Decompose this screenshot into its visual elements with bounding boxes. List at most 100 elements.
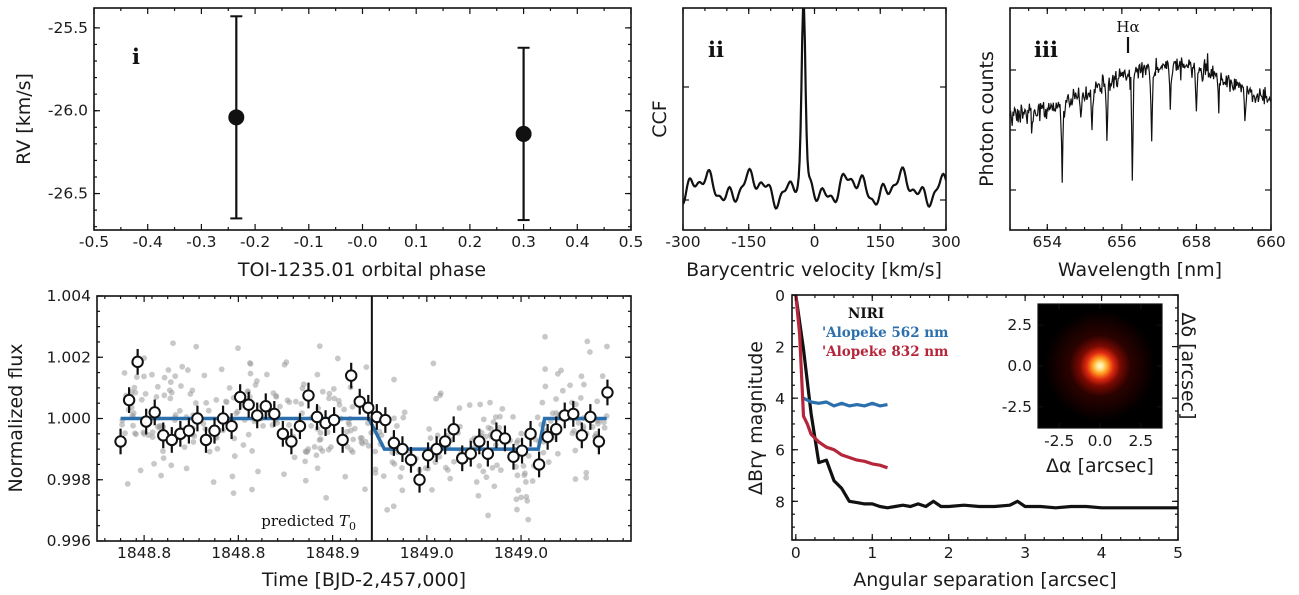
lc-raw-point	[475, 492, 482, 499]
lc-binned-point	[233, 390, 247, 404]
lc-binned-point	[379, 413, 392, 427]
lc-raw-point	[331, 395, 338, 402]
spectrum-y-axis-label: Photon counts	[976, 51, 998, 187]
contrast-x-tick-label: 3	[1020, 544, 1030, 562]
lc-raw-point	[483, 474, 490, 481]
lc-binned-point	[165, 433, 179, 447]
lc-raw-point	[349, 403, 356, 410]
lc-binned-point	[447, 423, 460, 436]
inset-x-tick-label: 0.0	[1088, 432, 1113, 450]
lc-raw-point	[496, 424, 503, 431]
lc-raw-point	[477, 401, 484, 408]
ccf-x-tick-label: -300	[665, 233, 700, 251]
lc-binned-point	[387, 436, 401, 450]
contrast-x-tick-label: 1	[867, 544, 877, 562]
lc-binned-point	[413, 473, 426, 486]
lc-binned-point	[268, 407, 281, 421]
lc-raw-point	[599, 373, 606, 379]
lc-raw-point	[284, 397, 291, 404]
lc-raw-point	[183, 465, 190, 472]
lc-binned-point	[182, 424, 196, 437]
lc-raw-point	[604, 343, 610, 350]
lc-raw-point	[518, 494, 525, 501]
lc-raw-point	[316, 437, 323, 443]
lc-raw-point	[121, 369, 128, 376]
lc-raw-point	[178, 383, 184, 389]
lc-binned-point	[242, 398, 255, 411]
rv-x-axis-label: TOI-1235.01 orbital phase	[237, 259, 486, 281]
lc-raw-point	[165, 367, 172, 373]
lc-raw-point	[529, 478, 536, 484]
lc-raw-point	[153, 393, 160, 400]
lc-raw-point	[391, 415, 397, 422]
lc-raw-point	[522, 479, 529, 485]
lc-raw-point	[539, 399, 546, 406]
lc-raw-point	[249, 486, 255, 493]
lc-raw-point	[138, 396, 145, 403]
rv-x-tick-label: -0.1	[294, 233, 324, 251]
lc-raw-point	[583, 469, 590, 476]
panel-letter-iii: iii	[1034, 37, 1058, 62]
lc-raw-point	[343, 428, 350, 435]
lc-raw-point	[485, 424, 492, 431]
contrast-x-axis-label: Angular separation [arcsec]	[853, 569, 1116, 591]
lc-raw-point	[485, 512, 492, 519]
lc-raw-point	[223, 399, 230, 406]
lc-raw-point	[181, 444, 188, 451]
lc-raw-point	[578, 373, 585, 380]
inset-y-tick-label: -2.5	[1002, 398, 1032, 416]
lc-binned-point	[327, 413, 341, 427]
lc-y-tick-label: 0.996	[47, 532, 91, 550]
rv-x-tick-label: -0.4	[133, 233, 163, 251]
lc-raw-point	[497, 467, 504, 474]
lc-raw-point	[391, 461, 398, 467]
lc-raw-point	[553, 410, 559, 416]
lc-raw-point	[234, 408, 241, 415]
lc-binned-point	[584, 410, 597, 424]
lc-raw-point	[363, 364, 370, 370]
lc-raw-point	[193, 343, 200, 350]
rv-x-tick-label: 0.3	[511, 233, 536, 251]
lc-binned-point	[567, 407, 580, 421]
ccf-y-axis-label: CCF	[649, 100, 671, 137]
lc-x-tick-label: 1848.8	[117, 544, 171, 562]
lc-y-tick-label: 1.004	[47, 287, 91, 305]
contrast-y-tick-label: 2	[775, 339, 785, 357]
lc-raw-point	[553, 396, 559, 402]
lc-binned-point	[191, 412, 204, 425]
lc-raw-point	[492, 414, 499, 421]
lc-raw-point	[399, 465, 405, 471]
rv-x-tick-label: -0.0	[347, 233, 377, 251]
ccf-x-tick-label: -150	[731, 233, 766, 251]
lc-raw-point	[554, 450, 561, 457]
rv-point	[228, 109, 245, 126]
rv-x-tick-label: -0.2	[240, 233, 270, 251]
lc-raw-point	[525, 452, 532, 459]
lc-y-tick-label: 1.002	[47, 348, 91, 366]
lc-raw-point	[286, 422, 292, 428]
lc-raw-point	[594, 398, 601, 405]
lc-raw-point	[170, 340, 176, 347]
lc-raw-point	[400, 414, 407, 421]
lc-raw-point	[247, 370, 254, 377]
lc-raw-point	[205, 407, 212, 414]
legend-alopeke-832: 'Alopeke 832 nm	[822, 344, 948, 360]
lc-x-tick-label: 1849.0	[494, 544, 548, 562]
lc-raw-point	[187, 391, 194, 397]
lc-raw-point	[160, 455, 167, 461]
lc-binned-point	[592, 435, 606, 448]
lc-raw-point	[151, 460, 157, 467]
inset-x-tick-label: -2.5	[1044, 432, 1074, 450]
lc-raw-point	[490, 419, 497, 425]
inset-y-tick-label: 2.5	[1007, 316, 1032, 334]
panel-letter-ii: ii	[708, 37, 724, 62]
lc-raw-point	[158, 472, 165, 479]
lc-raw-point	[499, 405, 506, 412]
lc-raw-point	[542, 366, 549, 372]
lc-raw-point	[430, 360, 437, 367]
lc-raw-point	[525, 516, 532, 523]
lc-binned-point	[225, 419, 238, 433]
lc-raw-point	[254, 378, 260, 384]
panel-ccf: ii -300 -150 0 150 300 Barycentric velocity …	[649, 7, 961, 281]
lc-binned-point	[421, 449, 435, 462]
